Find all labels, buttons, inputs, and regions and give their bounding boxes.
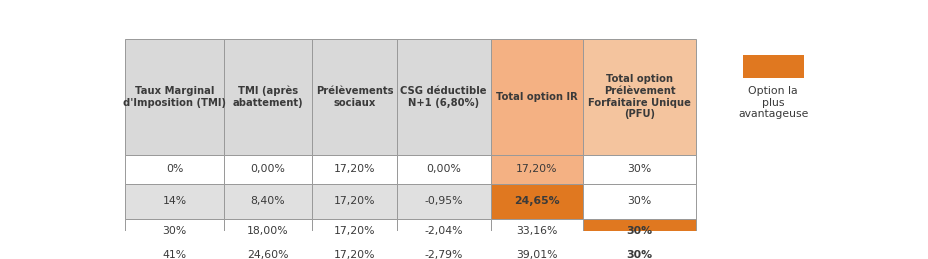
- Text: Total option IR: Total option IR: [496, 92, 577, 102]
- Text: 17,20%: 17,20%: [333, 196, 375, 206]
- Text: Prélèvements
sociaux: Prélèvements sociaux: [316, 86, 393, 108]
- Bar: [312, 184, 396, 219]
- Text: Option la
plus
avantageuse: Option la plus avantageuse: [737, 86, 807, 119]
- Text: 0,00%: 0,00%: [426, 164, 460, 174]
- Bar: [224, 219, 312, 243]
- Text: 41%: 41%: [162, 250, 187, 259]
- Bar: [490, 219, 582, 243]
- Bar: [124, 155, 224, 184]
- Text: 24,65%: 24,65%: [513, 196, 559, 206]
- Text: 30%: 30%: [625, 250, 651, 259]
- Bar: [582, 184, 696, 219]
- Text: -2,79%: -2,79%: [424, 250, 462, 259]
- Bar: [396, 184, 490, 219]
- Text: 0,00%: 0,00%: [251, 164, 285, 174]
- Text: 24,60%: 24,60%: [247, 250, 289, 259]
- Bar: [312, 243, 396, 259]
- Bar: [490, 155, 582, 184]
- Bar: [582, 243, 696, 259]
- Bar: [124, 219, 224, 243]
- Text: -0,95%: -0,95%: [424, 196, 462, 206]
- Bar: [490, 243, 582, 259]
- Bar: [224, 39, 312, 155]
- Bar: [396, 39, 490, 155]
- Bar: [396, 219, 490, 243]
- Text: 17,20%: 17,20%: [333, 164, 375, 174]
- Text: -2,04%: -2,04%: [424, 226, 462, 236]
- Bar: [124, 243, 224, 259]
- Bar: [396, 155, 490, 184]
- Bar: [312, 155, 396, 184]
- Text: 14%: 14%: [162, 196, 187, 206]
- Text: 0%: 0%: [165, 164, 183, 174]
- Text: 39,01%: 39,01%: [515, 250, 557, 259]
- Text: 17,20%: 17,20%: [515, 164, 557, 174]
- Text: Total option
Prélèvement
Forfaitaire Unique
(PFU): Total option Prélèvement Forfaitaire Uni…: [587, 75, 690, 119]
- Bar: [490, 184, 582, 219]
- Text: 8,40%: 8,40%: [251, 196, 285, 206]
- Bar: [396, 243, 490, 259]
- Bar: [224, 184, 312, 219]
- Bar: [490, 39, 582, 155]
- Bar: [582, 219, 696, 243]
- Text: 33,16%: 33,16%: [515, 226, 557, 236]
- Bar: [582, 155, 696, 184]
- Bar: [582, 39, 696, 155]
- Text: 17,20%: 17,20%: [333, 226, 375, 236]
- Bar: [312, 39, 396, 155]
- Text: 30%: 30%: [626, 196, 651, 206]
- Text: 18,00%: 18,00%: [247, 226, 289, 236]
- Bar: [224, 243, 312, 259]
- Text: 30%: 30%: [162, 226, 187, 236]
- Text: 30%: 30%: [626, 164, 651, 174]
- Bar: [124, 39, 224, 155]
- Text: TMI (après
abattement): TMI (après abattement): [233, 86, 303, 108]
- Bar: [741, 55, 803, 78]
- Text: 30%: 30%: [625, 226, 651, 236]
- Bar: [224, 155, 312, 184]
- Text: CSG déductible
N+1 (6,80%): CSG déductible N+1 (6,80%): [400, 86, 486, 108]
- Bar: [312, 219, 396, 243]
- Bar: [124, 184, 224, 219]
- Text: 17,20%: 17,20%: [333, 250, 375, 259]
- Text: Taux Marginal
d'Imposition (TMI): Taux Marginal d'Imposition (TMI): [122, 86, 226, 108]
